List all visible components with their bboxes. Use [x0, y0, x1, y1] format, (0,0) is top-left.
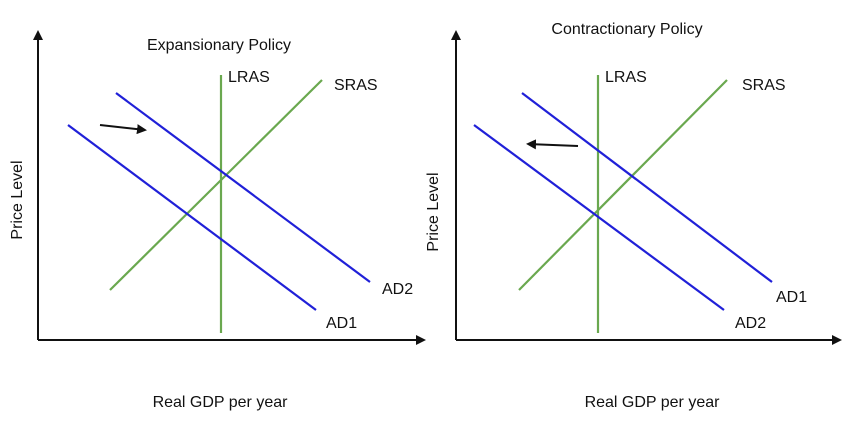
panel-contractionary: Contractionary Policy Price Level Real G… [425, 21, 842, 411]
x-axis-label: Real GDP per year [585, 394, 721, 411]
sras-line [518, 79, 728, 291]
ad-lower-label: AD1 [326, 315, 357, 332]
y-axis-label: Price Level [9, 160, 26, 239]
shift-arrow [99, 124, 147, 135]
sras-label: SRAS [742, 77, 786, 94]
panel-title: Expansionary Policy [147, 37, 291, 54]
panel-expansionary: Expansionary Policy Price Level Real GDP… [9, 30, 426, 411]
ad-upper-label: AD1 [776, 289, 807, 306]
sras-label: SRAS [334, 77, 378, 94]
shift-arrow [526, 139, 579, 150]
ad-lower-line [67, 124, 317, 311]
y-axis-label: Price Level [425, 172, 442, 251]
lras-label: LRAS [228, 69, 270, 86]
sras-line [109, 79, 323, 291]
x-axis-label: Real GDP per year [153, 394, 289, 411]
ad-lower-label: AD2 [735, 315, 766, 332]
ad-upper-line [115, 92, 371, 283]
panel-title: Contractionary Policy [551, 21, 702, 38]
ad-lower-line [473, 124, 725, 311]
ad-upper-line [521, 92, 773, 283]
ad-upper-label: AD2 [382, 281, 413, 298]
lras-label: LRAS [605, 69, 647, 86]
